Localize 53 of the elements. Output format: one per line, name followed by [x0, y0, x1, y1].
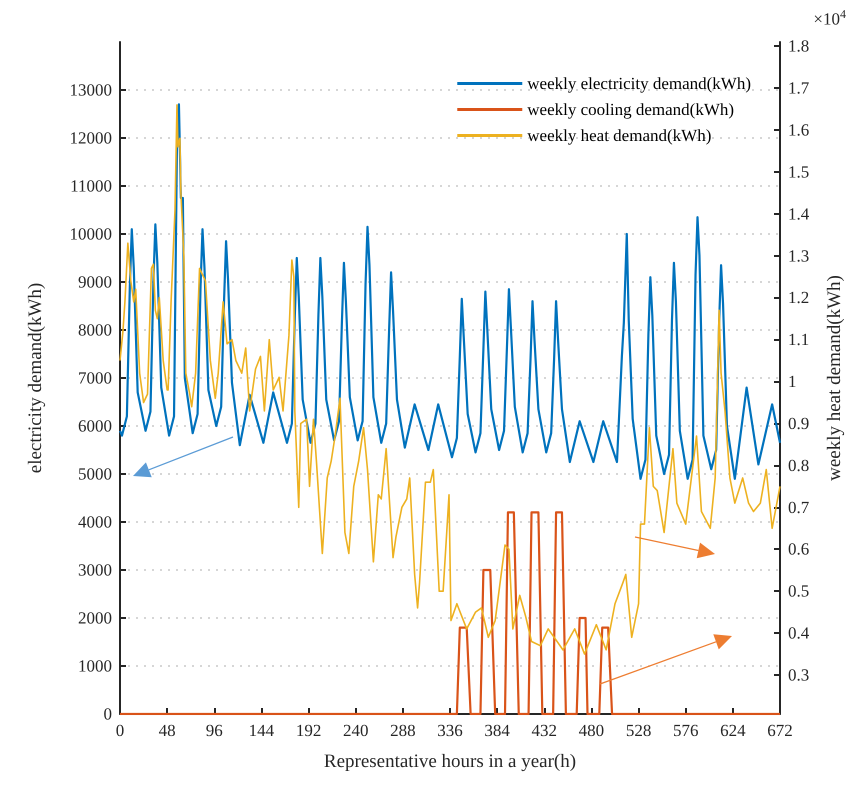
y2-tick-label: 1.5: [788, 162, 810, 182]
y2-tick-label: 0.7: [788, 498, 810, 517]
y2-tick-label: 1.7: [788, 78, 810, 98]
x-tick-label: 240: [342, 721, 368, 740]
y-tick-label: 7000: [78, 368, 112, 388]
y-tick-label: 1000: [78, 656, 112, 676]
legend-label: weekly cooling demand(kWh): [527, 100, 734, 119]
y2-tick-label: 1.1: [788, 330, 810, 350]
y-tick-label: 2000: [78, 608, 112, 628]
x-tick-label: 624: [720, 721, 746, 740]
y-tick-label: 0: [104, 704, 112, 724]
x-tick-label: 576: [672, 721, 698, 740]
y2-tick-label: 1.2: [788, 288, 810, 308]
x-tick-label: 336: [437, 721, 463, 740]
y-tick-label: 11000: [70, 176, 112, 196]
x-tick-label: 144: [248, 721, 275, 740]
y2-tick-label: 0.8: [788, 456, 810, 475]
x-tick-label: 192: [296, 721, 322, 740]
y2-tick-label: 1.8: [788, 36, 810, 56]
y-tick-label: 3000: [78, 560, 112, 580]
x-tick-label: 480: [578, 721, 604, 740]
y2-tick-label: 0.5: [788, 582, 810, 601]
y-tick-label: 13000: [70, 80, 112, 100]
y-axis-title: electricity demand(kWh): [25, 282, 46, 474]
x-tick-label: 384: [484, 721, 510, 740]
y-tick-label: 6000: [78, 416, 112, 436]
y2-tick-label: 1: [788, 372, 796, 392]
y-tick-label: 4000: [78, 512, 112, 532]
legend-label: weekly electricity demand(kWh): [527, 74, 752, 93]
y2-axis-title: weekly heat demand(kWh): [824, 275, 845, 481]
line-series: [118, 103, 782, 480]
y2-tick-label: 1.4: [788, 204, 810, 224]
x-axis-title: Representative hours in a year(h): [324, 751, 576, 772]
y-tick-label: 10000: [70, 224, 112, 244]
y2-tick-label: 0.3: [788, 666, 810, 685]
y2-tick-label: 0.9: [788, 414, 810, 433]
y2-tick-label: 1.6: [788, 120, 810, 140]
y-tick-label: 8000: [78, 320, 112, 340]
x-tick-label: 288: [390, 721, 416, 740]
legend-label: weekly heat demand(kWh): [527, 126, 712, 145]
x-tick-label: 48: [158, 721, 176, 740]
x-tick-label: 96: [206, 721, 223, 740]
x-tick-label: 0: [116, 721, 124, 740]
y-tick-label: 9000: [78, 272, 112, 292]
x-tick-label: 432: [532, 721, 558, 740]
y2-tick-label: 1.3: [788, 246, 810, 266]
y2-tick-label: 0.4: [788, 624, 810, 643]
y-tick-label: 12000: [70, 128, 112, 148]
y2-tick-label: 0.6: [788, 540, 810, 559]
y-tick-label: 5000: [78, 464, 112, 484]
line-series: [119, 104, 781, 655]
x-tick-label: 672: [767, 721, 793, 740]
x-tick-label: 528: [626, 721, 652, 740]
